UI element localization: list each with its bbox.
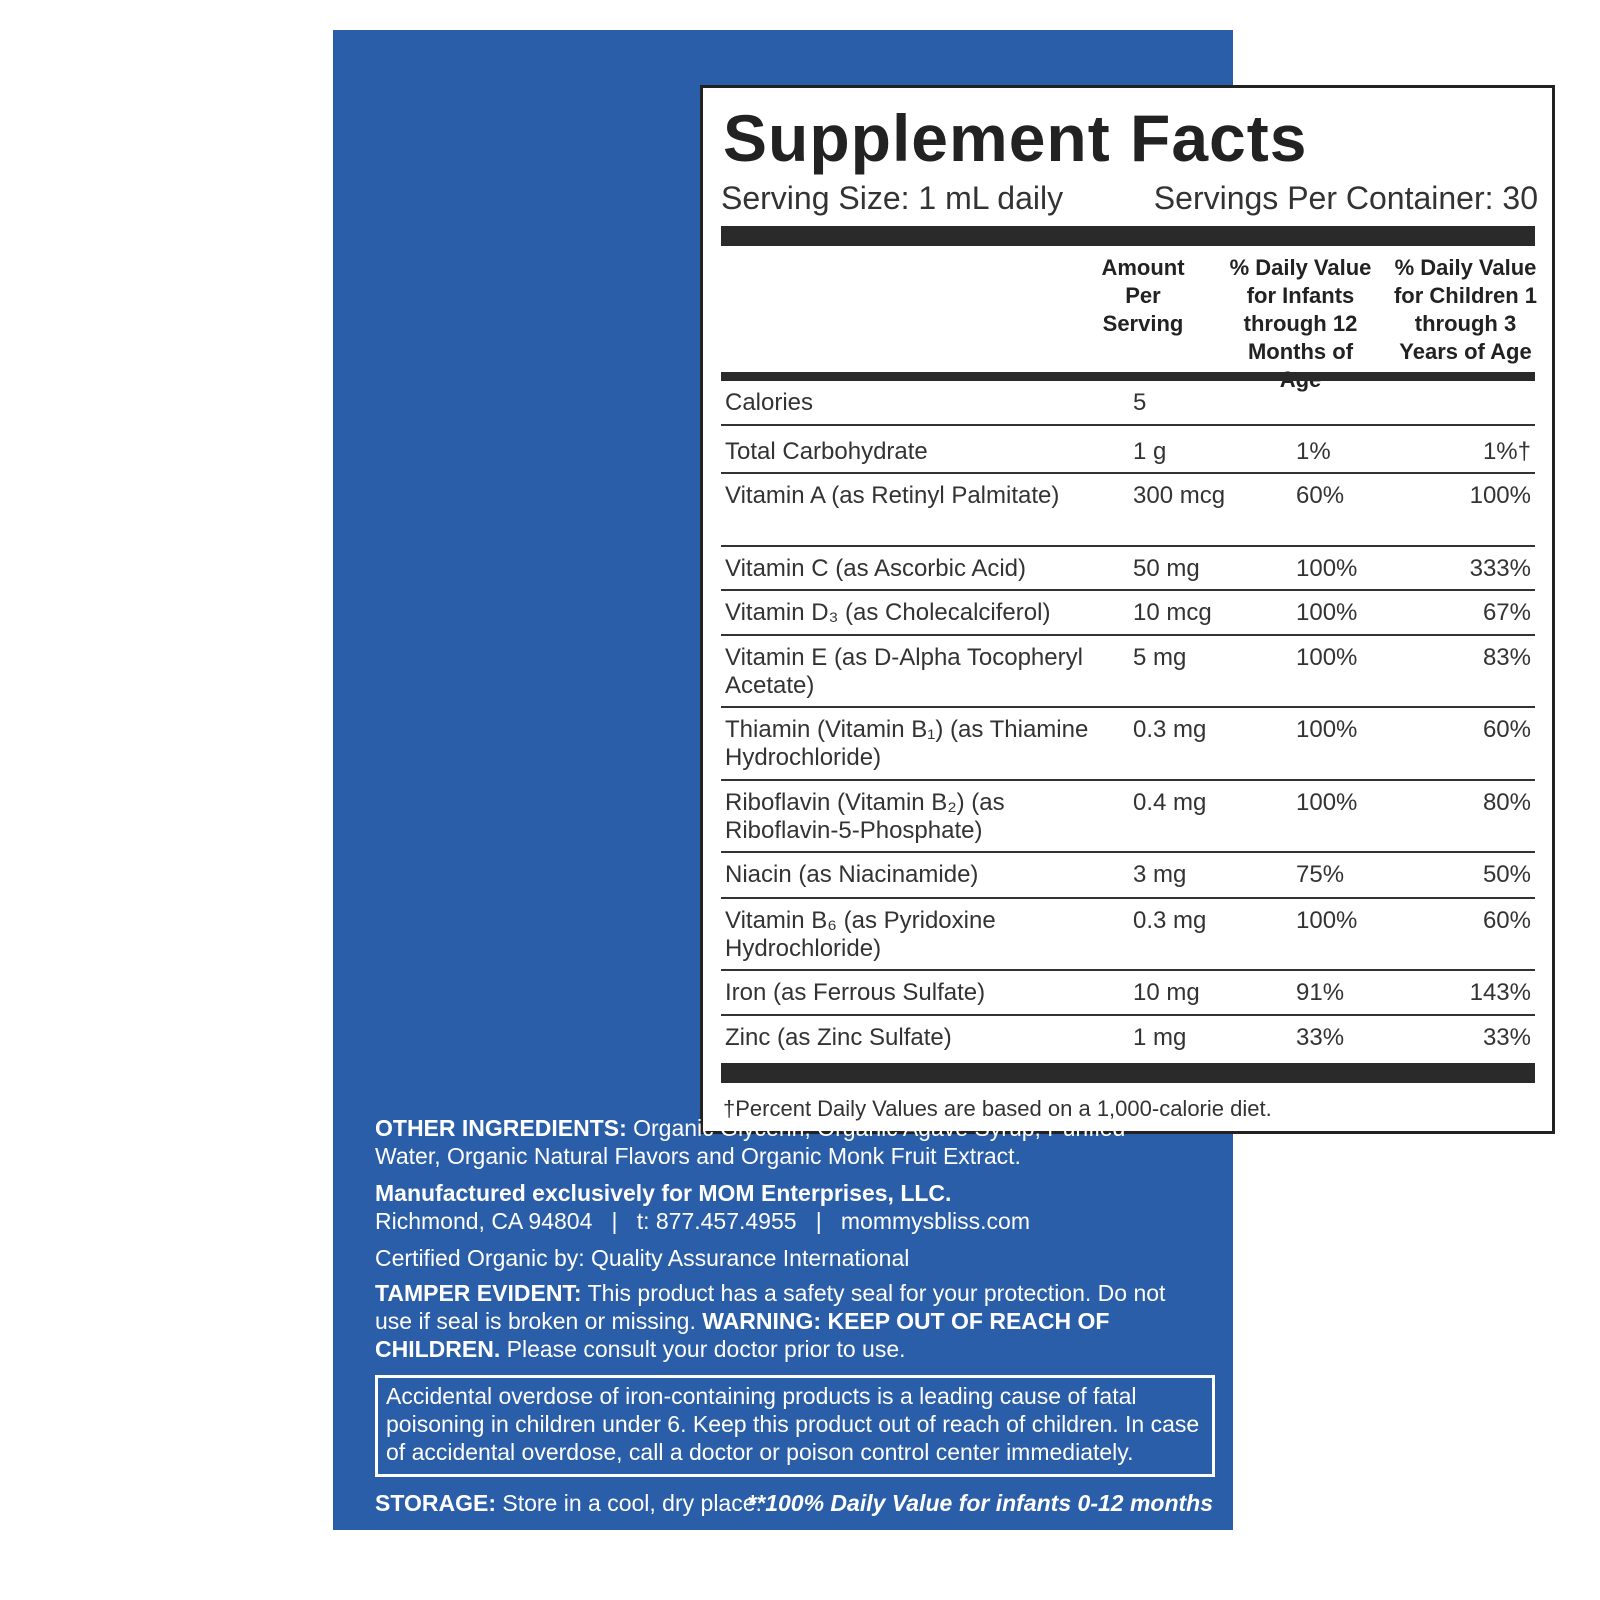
nutrient-row: Vitamin A (as Retinyl Palmitate) 300 mcg 6… [721, 474, 1535, 547]
nutrient-row: Riboflavin (Vitamin B₂) (as Riboflavin-5… [721, 781, 1535, 853]
dv-children: 60% [1482, 716, 1531, 743]
dv-children: 60% [1482, 907, 1531, 934]
nutrient-name: Riboflavin (Vitamin B₂) (as Riboflavin-5… [725, 789, 1005, 844]
dv-children: 33% [1482, 1024, 1531, 1051]
nutrient-row: Vitamin B₆ (as Pyridoxine Hydrochloride)… [721, 899, 1535, 971]
nutrient-name: Zinc (as Zinc Sulfate) [725, 1024, 952, 1051]
address-line: Richmond, CA 94804 | t: 877.457.4955 | m… [375, 1208, 1031, 1234]
dv-infants: 60% [1296, 482, 1345, 509]
nutrient-name: Vitamin D₃ (as Cholecalciferol) [725, 599, 1051, 626]
dv-infants: 75% [1296, 861, 1345, 888]
dv-children: 50% [1482, 861, 1531, 888]
nutrient-row: Zinc (as Zinc Sulfate) 1 mg 33% 33% [721, 1016, 1535, 1059]
nutrient-name: Vitamin B₆ (as Pyridoxine Hydrochloride) [725, 907, 996, 962]
other-ingredients: OTHER INGREDIENTS: Organic Glycerin, Org… [375, 1114, 1195, 1170]
amount: 3 mg [1133, 861, 1187, 888]
dv-children: 83% [1482, 644, 1531, 671]
dv-children: 333% [1469, 555, 1531, 582]
nutrient-row: Vitamin C (as Ascorbic Acid) 50 mg 100% 333… [721, 547, 1535, 591]
dv-children: 143% [1469, 979, 1531, 1006]
text: Organic Glycerin, Organic Agave Syrup, P… [375, 1115, 1126, 1169]
nutrient-name: Vitamin E (as D-Alpha Tocopheryl Acetate… [725, 644, 1083, 699]
label: OTHER INGREDIENTS: [375, 1115, 627, 1141]
rule [721, 1063, 1535, 1083]
phone: t: 877.457.4955 [636, 1208, 797, 1234]
manufacturer: Manufactured exclusively for MOM Enterpr… [375, 1180, 952, 1206]
address: Richmond, CA 94804 [375, 1208, 593, 1234]
facts-panel: Supplement Facts Serving Size: 1 mL dail… [700, 85, 1555, 1134]
dv-children: 100% [1469, 482, 1531, 509]
amount: 5 mg [1133, 644, 1187, 671]
nutrient-name: Total Carbohydrate [725, 438, 928, 465]
amount: 0.4 mg [1133, 789, 1207, 816]
amount: 10 mcg [1133, 599, 1212, 626]
header: Amount Per Serving [1101, 255, 1185, 336]
header: % Daily Value for Children 1 through 3 Y… [1393, 255, 1537, 364]
servings-per-container: Servings Per Container: 30 [1153, 180, 1538, 216]
amount: 10 mg [1133, 979, 1200, 1006]
rule [721, 226, 1535, 246]
text: This product has a safety seal for your … [375, 1280, 1166, 1334]
iron-warning: Accidental overdose of iron-containing p… [375, 1375, 1215, 1477]
warning: WARNING: KEEP OUT OF REACH OF CHILDREN. [375, 1308, 1110, 1362]
label: STORAGE: [375, 1490, 496, 1516]
dv-infants: 100% [1296, 555, 1358, 582]
dv-infants: 100% [1296, 907, 1358, 934]
website: mommysbliss.com [840, 1208, 1031, 1234]
nutrient-row: Vitamin E (as D-Alpha Tocopheryl Acetate… [721, 636, 1535, 708]
dv-infants: 100% [1296, 789, 1358, 816]
certified: Certified Organic by: Quality Assurance … [375, 1245, 910, 1271]
amount: 5 [1133, 389, 1147, 416]
nutrient-row: Calories 5 [721, 381, 1535, 426]
dv-children: 1%† [1482, 438, 1531, 465]
nutrient-name: Iron (as Ferrous Sulfate) [725, 979, 986, 1006]
storage: STORAGE: Store in a cool, dry place. [375, 1489, 762, 1517]
amount: 0.3 mg [1133, 716, 1207, 743]
nutrient-row: Total Carbohydrate 1 g 1% 1%† [721, 430, 1535, 474]
amount: 1 mg [1133, 1024, 1187, 1051]
nutrient-row: Iron (as Ferrous Sulfate) 10 mg 91% 143% [721, 971, 1535, 1016]
footnote: †Percent Daily Values are based on a 1,0… [723, 1096, 1272, 1121]
label: TAMPER EVIDENT: [375, 1280, 582, 1306]
serving-size: Serving Size: 1 mL daily [721, 180, 1064, 216]
title: Supplement Facts [723, 101, 1308, 175]
dv-infants: 91% [1296, 979, 1345, 1006]
nutrient-row: Niacin (as Niacinamide) 3 mg 75% 50% [721, 853, 1535, 899]
amount: 300 mcg [1133, 482, 1226, 509]
dv-infants: 100% [1296, 599, 1358, 626]
rule [721, 372, 1535, 381]
nutrient-name: Thiamin (Vitamin B₁) (as Thiamine Hydroc… [725, 716, 1089, 771]
amount: 50 mg [1133, 555, 1200, 582]
dv-infants: 33% [1296, 1024, 1345, 1051]
amount: 1 g [1133, 438, 1167, 465]
nutrient-name: Vitamin C (as Ascorbic Acid) [725, 555, 1026, 582]
nutrient-row: Thiamin (Vitamin B₁) (as Thiamine Hydroc… [721, 708, 1535, 781]
note: **100% Daily Value for infants 0-12 mont… [747, 1490, 1213, 1516]
dv-infants: 100% [1296, 644, 1358, 671]
dv-children: 67% [1482, 599, 1531, 626]
nutrient-name: Vitamin A (as Retinyl Palmitate) [725, 482, 1060, 509]
nutrient-name: Calories [725, 389, 814, 416]
dv-infants: 100% [1296, 716, 1358, 743]
dv-infants: 1% [1296, 438, 1331, 465]
amount: 0.3 mg [1133, 907, 1207, 934]
nutrient-row: Vitamin D₃ (as Cholecalciferol) 10 mcg 100… [721, 591, 1535, 636]
consult: Please consult your doctor prior to use. [506, 1336, 906, 1362]
text: Store in a cool, dry place. [502, 1490, 762, 1516]
dv-children: 80% [1482, 789, 1531, 816]
nutrient-name: Niacin (as Niacinamide) [725, 861, 979, 888]
tamper: TAMPER EVIDENT: This product has a safet… [375, 1279, 1205, 1363]
label: Supplement Facts Serving Size: 1 mL dail… [333, 30, 1555, 1530]
